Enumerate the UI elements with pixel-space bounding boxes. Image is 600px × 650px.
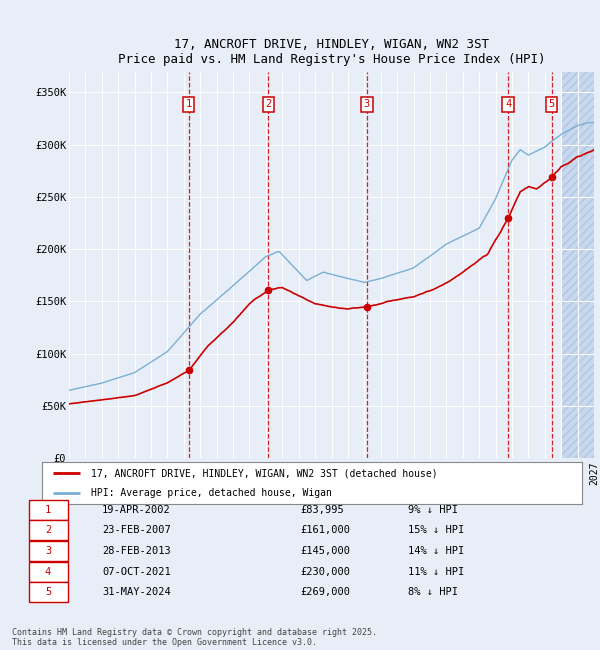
Bar	[561, 72, 594, 458]
Text: 4: 4	[45, 567, 51, 577]
Text: 1: 1	[185, 99, 192, 109]
Text: 2: 2	[45, 525, 51, 536]
Text: 1: 1	[45, 505, 51, 515]
Text: 11% ↓ HPI: 11% ↓ HPI	[408, 567, 464, 577]
Text: £230,000: £230,000	[300, 567, 350, 577]
Text: 28-FEB-2013: 28-FEB-2013	[102, 546, 171, 556]
Text: 19-APR-2002: 19-APR-2002	[102, 505, 171, 515]
Text: 15% ↓ HPI: 15% ↓ HPI	[408, 525, 464, 536]
Text: 9% ↓ HPI: 9% ↓ HPI	[408, 505, 458, 515]
Text: £145,000: £145,000	[300, 546, 350, 556]
FancyBboxPatch shape	[29, 521, 67, 540]
Text: 31-MAY-2024: 31-MAY-2024	[102, 587, 171, 597]
Title: 17, ANCROFT DRIVE, HINDLEY, WIGAN, WN2 3ST
Price paid vs. HM Land Registry's Hou: 17, ANCROFT DRIVE, HINDLEY, WIGAN, WN2 3…	[118, 38, 545, 66]
Text: 2: 2	[265, 99, 271, 109]
FancyBboxPatch shape	[29, 500, 67, 520]
Text: 07-OCT-2021: 07-OCT-2021	[102, 567, 171, 577]
Text: 5: 5	[548, 99, 555, 109]
Text: £269,000: £269,000	[300, 587, 350, 597]
Text: 23-FEB-2007: 23-FEB-2007	[102, 525, 171, 536]
Text: £161,000: £161,000	[300, 525, 350, 536]
Text: 14% ↓ HPI: 14% ↓ HPI	[408, 546, 464, 556]
Text: Contains HM Land Registry data © Crown copyright and database right 2025.
This d: Contains HM Land Registry data © Crown c…	[12, 628, 377, 647]
Text: 17, ANCROFT DRIVE, HINDLEY, WIGAN, WN2 3ST (detached house): 17, ANCROFT DRIVE, HINDLEY, WIGAN, WN2 3…	[91, 469, 437, 478]
Text: 8% ↓ HPI: 8% ↓ HPI	[408, 587, 458, 597]
Text: 3: 3	[364, 99, 370, 109]
FancyBboxPatch shape	[29, 562, 67, 582]
Text: 3: 3	[45, 546, 51, 556]
Text: HPI: Average price, detached house, Wigan: HPI: Average price, detached house, Wiga…	[91, 488, 331, 498]
FancyBboxPatch shape	[29, 582, 67, 603]
Text: 5: 5	[45, 587, 51, 597]
Text: £83,995: £83,995	[300, 505, 344, 515]
FancyBboxPatch shape	[29, 541, 67, 561]
Text: 4: 4	[505, 99, 511, 109]
